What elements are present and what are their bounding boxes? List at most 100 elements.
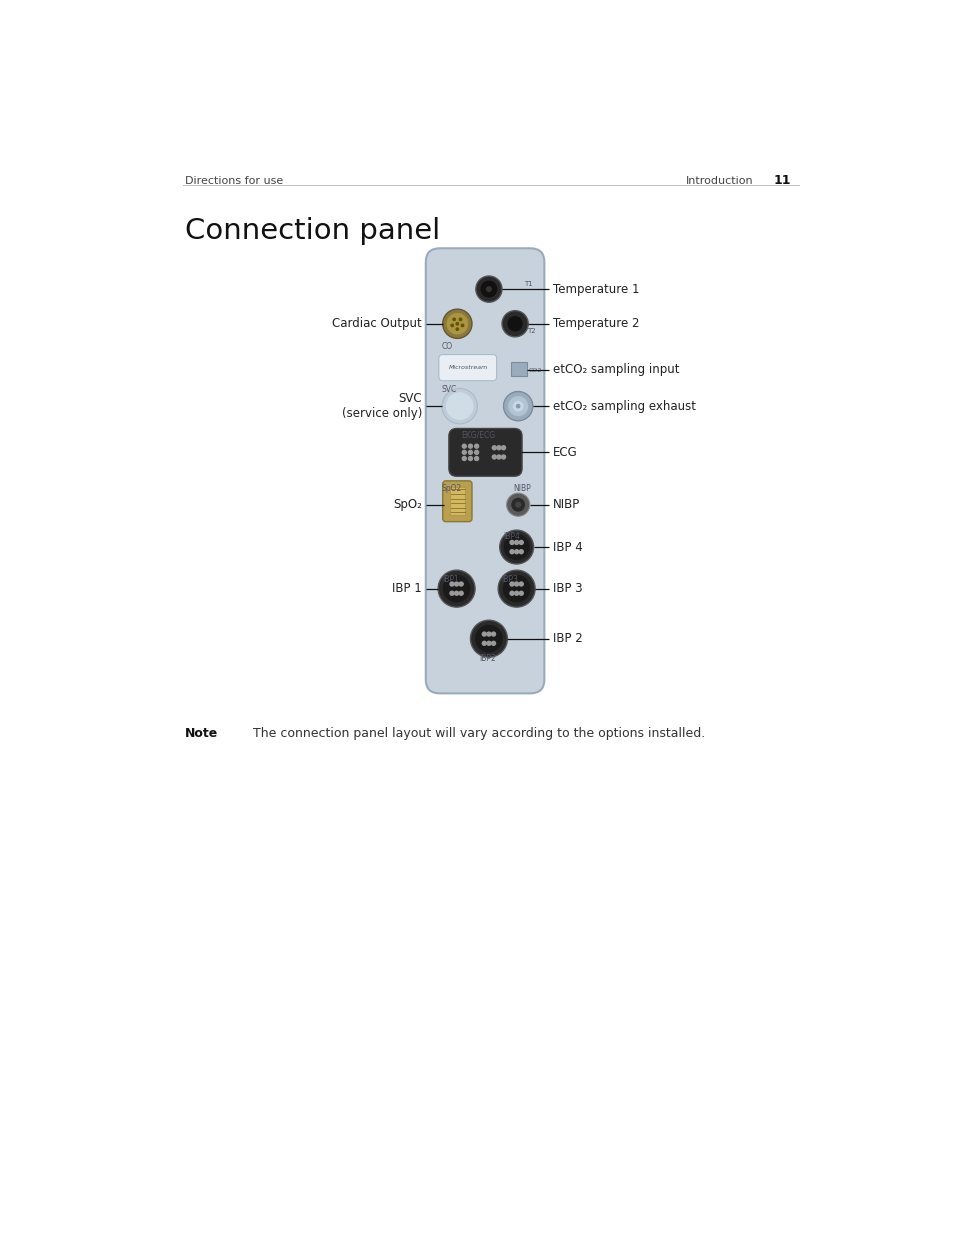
Circle shape	[467, 443, 473, 448]
Circle shape	[518, 550, 523, 555]
Circle shape	[486, 631, 491, 637]
Circle shape	[516, 404, 520, 409]
Circle shape	[514, 550, 518, 555]
Text: Connection panel: Connection panel	[185, 217, 439, 246]
Circle shape	[455, 322, 458, 326]
FancyBboxPatch shape	[442, 480, 472, 521]
Circle shape	[508, 396, 528, 416]
Circle shape	[509, 540, 515, 545]
Text: Cardiac Output: Cardiac Output	[332, 317, 421, 330]
Circle shape	[511, 498, 524, 511]
Circle shape	[454, 590, 458, 597]
Text: SpO2: SpO2	[441, 484, 461, 493]
Text: SpO₂: SpO₂	[393, 498, 421, 511]
Circle shape	[496, 445, 501, 451]
Circle shape	[491, 454, 497, 459]
Text: T1: T1	[524, 282, 533, 288]
Text: 11: 11	[773, 174, 791, 186]
Circle shape	[518, 540, 523, 545]
Circle shape	[502, 574, 530, 603]
Circle shape	[474, 450, 478, 454]
Circle shape	[475, 625, 502, 652]
Circle shape	[452, 317, 456, 321]
Text: IBP2: IBP2	[479, 655, 496, 663]
Text: Temperature 1: Temperature 1	[552, 283, 639, 295]
Circle shape	[450, 324, 454, 327]
Circle shape	[486, 641, 491, 646]
Text: IBP1: IBP1	[441, 574, 458, 584]
Text: Directions for use: Directions for use	[185, 175, 283, 185]
Text: Temperature 2: Temperature 2	[552, 317, 639, 330]
Circle shape	[514, 540, 518, 545]
Circle shape	[485, 287, 492, 293]
Text: CO: CO	[441, 342, 453, 351]
Circle shape	[437, 571, 475, 608]
Circle shape	[449, 590, 455, 597]
Circle shape	[496, 454, 501, 459]
Circle shape	[446, 312, 468, 335]
Circle shape	[503, 391, 533, 421]
Circle shape	[474, 456, 478, 461]
Circle shape	[481, 641, 486, 646]
Circle shape	[455, 327, 458, 331]
Text: IBP 4: IBP 4	[552, 541, 582, 553]
Circle shape	[514, 590, 518, 597]
Circle shape	[458, 317, 462, 321]
Circle shape	[441, 389, 476, 424]
Circle shape	[518, 590, 523, 597]
Text: IBP 2: IBP 2	[552, 632, 582, 645]
Circle shape	[476, 275, 501, 303]
Circle shape	[507, 316, 522, 331]
Circle shape	[470, 620, 507, 657]
Circle shape	[442, 574, 470, 603]
Circle shape	[513, 401, 523, 411]
Text: ECG: ECG	[552, 446, 577, 459]
Text: IBP 3: IBP 3	[552, 582, 582, 595]
Circle shape	[499, 530, 533, 564]
Circle shape	[458, 590, 463, 597]
Circle shape	[442, 309, 472, 338]
Text: Note: Note	[185, 727, 218, 740]
Circle shape	[467, 456, 473, 461]
Text: Microstream: Microstream	[448, 366, 487, 370]
Text: etCO₂ sampling input: etCO₂ sampling input	[552, 363, 679, 377]
Circle shape	[445, 393, 473, 420]
Circle shape	[491, 641, 496, 646]
Circle shape	[460, 324, 464, 327]
Circle shape	[481, 631, 486, 637]
Circle shape	[500, 445, 506, 451]
FancyBboxPatch shape	[511, 362, 526, 377]
Circle shape	[491, 631, 496, 637]
Text: Introduction: Introduction	[684, 175, 752, 185]
Text: IBP4: IBP4	[503, 531, 520, 541]
Text: SVC: SVC	[441, 384, 456, 394]
Circle shape	[461, 443, 466, 448]
Circle shape	[449, 582, 455, 587]
Text: EKG/ECG: EKG/ECG	[460, 431, 495, 440]
Text: SVC
(service only): SVC (service only)	[341, 393, 421, 420]
FancyBboxPatch shape	[449, 429, 521, 477]
Circle shape	[509, 550, 515, 555]
Text: NIBP: NIBP	[513, 484, 530, 493]
Circle shape	[509, 582, 515, 587]
Circle shape	[514, 582, 518, 587]
Circle shape	[501, 311, 528, 337]
Text: etCO₂ sampling exhaust: etCO₂ sampling exhaust	[552, 400, 695, 412]
Text: T2: T2	[526, 327, 535, 333]
Circle shape	[518, 582, 523, 587]
FancyBboxPatch shape	[449, 487, 464, 515]
Circle shape	[480, 280, 497, 298]
Circle shape	[515, 501, 520, 508]
Circle shape	[506, 493, 529, 516]
Text: IBP3: IBP3	[500, 574, 517, 584]
Circle shape	[509, 590, 515, 597]
Circle shape	[491, 445, 497, 451]
Circle shape	[474, 443, 478, 448]
Text: IBP 1: IBP 1	[392, 582, 421, 595]
Circle shape	[497, 571, 535, 608]
FancyBboxPatch shape	[425, 248, 544, 693]
Circle shape	[461, 450, 466, 454]
Text: The connection panel layout will vary according to the options installed.: The connection panel layout will vary ac…	[253, 727, 704, 740]
Circle shape	[467, 450, 473, 454]
Text: CO2: CO2	[528, 368, 541, 373]
